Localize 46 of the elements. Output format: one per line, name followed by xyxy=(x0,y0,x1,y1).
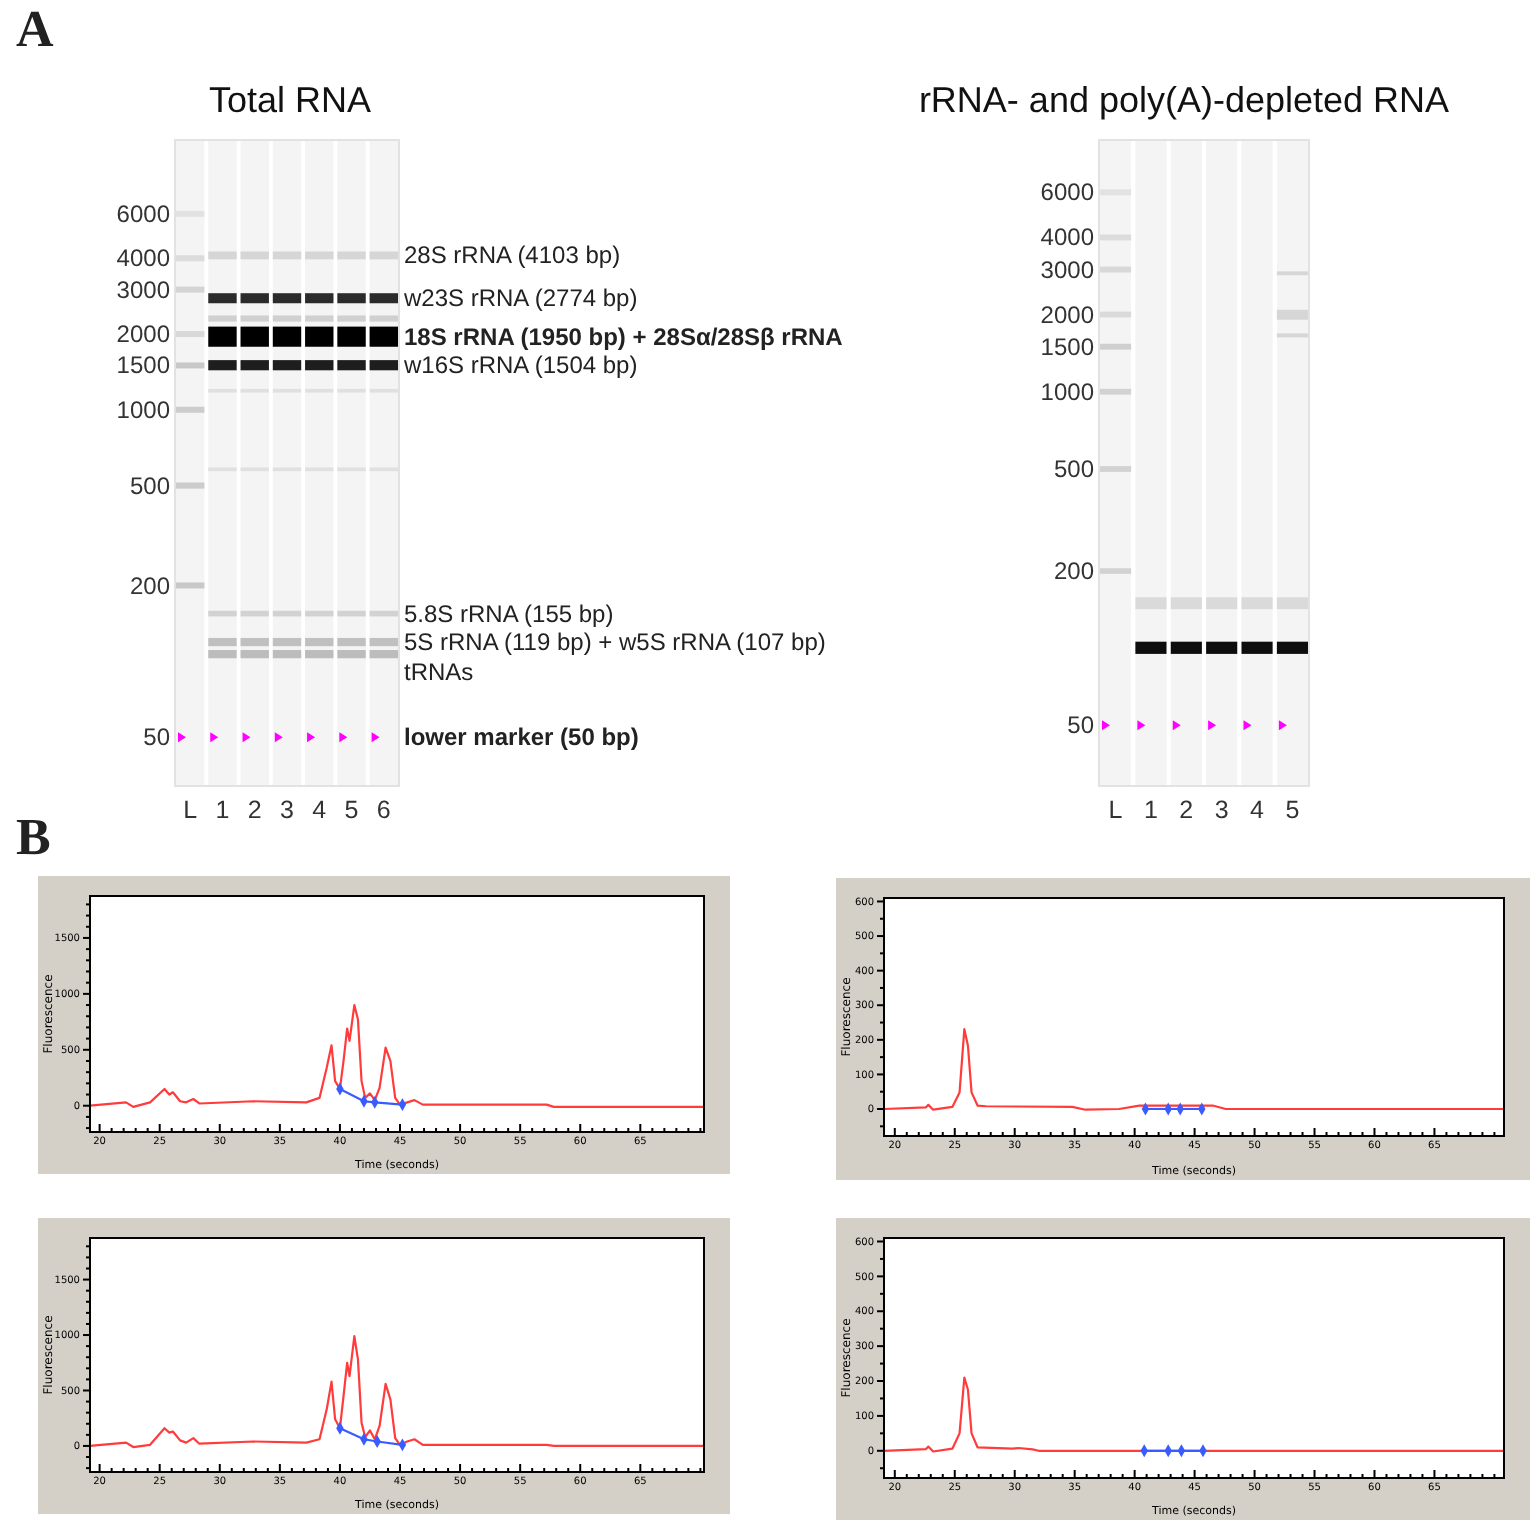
y-tick-label: 1500 xyxy=(116,351,171,380)
y-tick-label: 1000 xyxy=(1040,377,1095,406)
x-tick-label: 5 xyxy=(344,796,359,824)
annotation: w16S rRNA (1504 bp) xyxy=(402,351,638,380)
y-tick-label: 1000 xyxy=(116,395,171,424)
x-tick-label: 3 xyxy=(1214,796,1229,824)
annotation: 18S rRNA (1950 bp) + 28Sα/28Sβ rRNA xyxy=(404,322,844,351)
y-tick-label: 3000 xyxy=(116,275,171,304)
y-tick-label: 3000 xyxy=(1040,255,1095,284)
text: tRNAs xyxy=(404,658,474,686)
x-tick-label: 6 xyxy=(376,796,391,824)
y-tick-label: 6000 xyxy=(1040,178,1095,207)
x-tick-label: L xyxy=(1108,796,1123,824)
annotation: lower marker (50 bp) xyxy=(404,723,639,752)
y-tick-label: 2000 xyxy=(116,320,171,349)
y-tick-label: 50 xyxy=(1067,711,1095,740)
line-series xyxy=(88,1335,706,1449)
line-series xyxy=(882,1376,1506,1453)
x-tick-label: 3 xyxy=(280,796,295,824)
annotation: 28S rRNA (4103 bp) xyxy=(404,241,621,270)
x-tick-label: 5 xyxy=(1285,796,1300,824)
y-tick-label: 1500 xyxy=(1040,332,1095,361)
y-tick-label: 500 xyxy=(1053,454,1095,483)
line-series xyxy=(88,1003,706,1108)
y-tick-label: 500 xyxy=(129,471,171,500)
chart-title: rRNA- and poly(A)-depleted RNA xyxy=(918,80,1450,120)
y-tick-label: 2000 xyxy=(1040,300,1095,329)
annotation: 5S rRNA (119 bp) + w5S rRNA (107 bp) xyxy=(404,628,826,657)
x-tick-label: 1 xyxy=(215,796,230,824)
x-tick-label: 4 xyxy=(1250,796,1265,824)
y-tick-label: 50 xyxy=(143,723,171,752)
y-tick-label: 200 xyxy=(1053,557,1095,586)
x-tick-label: 1 xyxy=(1143,796,1158,824)
text: A xyxy=(16,0,54,58)
y-tick-label: 4000 xyxy=(116,244,171,273)
y-tick-label: 4000 xyxy=(1040,223,1095,252)
chart-title: Total RNA xyxy=(208,80,372,120)
x-tick-label: L xyxy=(183,796,198,824)
text: B xyxy=(16,808,51,866)
annotation: w23S rRNA (2774 bp) xyxy=(402,284,638,313)
y-tick-label: 200 xyxy=(129,571,171,600)
y-tick-label: 6000 xyxy=(116,199,171,228)
x-tick-label: 2 xyxy=(247,796,262,824)
x-tick-label: 4 xyxy=(312,796,327,824)
annotation: 5.8S rRNA (155 bp) xyxy=(404,599,614,628)
x-tick-label: 2 xyxy=(1179,796,1194,824)
